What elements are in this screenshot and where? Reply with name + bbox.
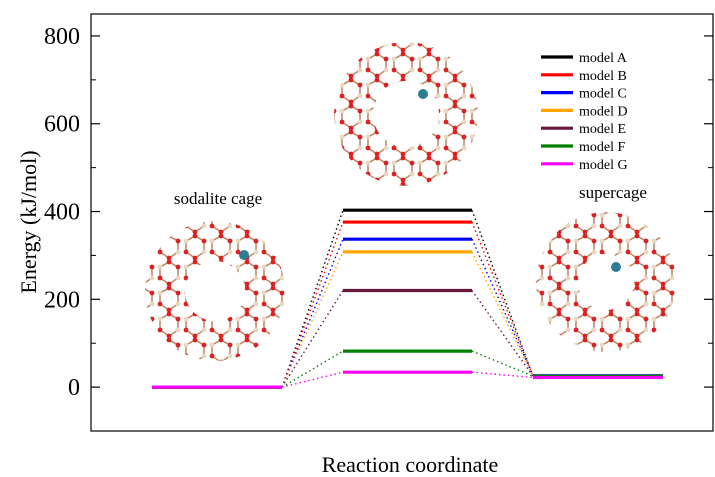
connector-model-f [471,350,534,377]
legend-label: model B [579,69,627,84]
legend-label: model D [579,104,628,119]
legend-label: model E [579,122,626,137]
plot-area [90,13,714,432]
x-axis-label: Reaction coordinate [322,452,499,477]
y-tick-label: 600 [44,112,80,138]
connector-model-d [471,251,534,377]
connector-model-c [281,238,344,388]
annotation-sodalite-cage: sodalite cage [174,189,262,208]
legend-label: model C [579,87,627,102]
connector-model-d [281,251,344,388]
annotation-supercage: supercage [579,183,647,202]
series-layer [152,208,663,389]
y-tick-label: 400 [44,200,80,226]
y-axis-label: Energy (kJ/mol) [16,150,41,293]
connector-model-b [471,221,534,377]
y-axis-ticks: 0 200 400 600 800 [44,24,713,401]
y-tick-label: 200 [44,287,80,313]
connector-model-e [281,290,344,388]
supercage-structure [536,212,676,352]
y-tick-label: 0 [68,375,80,401]
connector-model-f [281,350,344,388]
legend-label: model G [579,158,628,173]
legend-label: model F [579,140,625,155]
legend-label: model A [579,51,628,66]
legend: model A model B model C model D model E model… [541,51,628,173]
sodalite-cage-structure [145,221,285,361]
connector-model-g [281,371,344,388]
connector-model-b [281,221,344,388]
y-tick-label: 800 [44,24,80,50]
connector-model-g [471,371,534,379]
transition-state-structure [334,42,478,186]
connector-model-a [471,209,534,377]
